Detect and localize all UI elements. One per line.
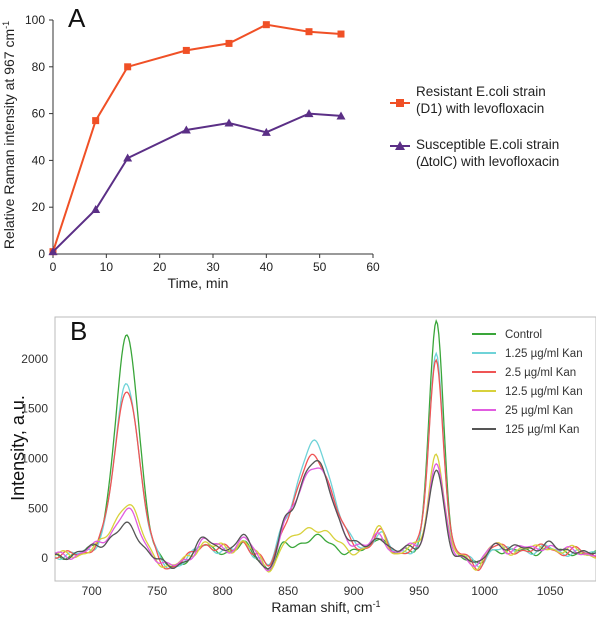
y-tick-label: 500 [28,501,48,515]
chart-a-y-ticks: 0 20 40 60 80 100 [25,13,53,261]
y-tick-label: 60 [32,107,46,121]
x-tick-label: 20 [153,260,167,274]
data-point [48,247,58,256]
x-tick-label: 950 [409,584,429,598]
x-tick-label: 40 [260,260,274,274]
data-point [305,28,313,36]
legend-label: 25 µg/ml Kan [505,405,573,417]
data-point [123,153,133,162]
legend-label: 2.5 µg/ml Kan [505,367,576,379]
data-point [182,46,190,54]
y-tick-label: 1500 [21,402,48,416]
panel-label-a: A [68,3,86,33]
legend-item: Control [472,329,542,341]
chart-a-legend: Resistant E.coli strain (D1) with levofl… [390,84,559,169]
legend-label: 1.25 µg/ml Kan [505,348,583,360]
legend-susceptible-line-2: (∆tolC) with levofloxacin [416,154,559,169]
chart-b-x-label-text: Raman shift, cm [271,599,372,615]
data-point [91,205,101,214]
chart-a-series [48,21,346,256]
panel-label-b: B [70,316,87,346]
chart-a-y-label-text: Relative Raman intensity at 967 cm [1,29,17,249]
legend-item: 25 µg/ml Kan [472,405,573,417]
x-tick-label: 700 [82,584,102,598]
data-point [261,127,271,136]
legend-marker-resistant [396,99,404,107]
data-point [304,109,314,118]
x-tick-label: 60 [366,260,380,274]
chart-b-legend: Control 1.25 µg/ml Kan 2.5 µg/ml Kan 12.5 µ… [472,329,583,436]
y-tick-label: 80 [32,60,46,74]
series-line-1 [52,112,342,253]
legend-item: 1.25 µg/ml Kan [472,348,583,360]
x-tick-label: 850 [278,584,298,598]
chart-a-y-label: Relative Raman intensity at 967 cm-1 [1,21,17,249]
chart-b-x-ticks: 700 750 800 850 900 950 1000 1050 [82,584,564,598]
chart-a: A 0 10 20 30 40 50 60 0 20 40 60 80 100 Time, min R… [1,3,559,291]
y-tick-label: 2000 [21,352,48,366]
data-point [92,117,100,125]
spectrum-line-3 [54,453,596,573]
legend-resistant-line-2: (D1) with levofloxacin [416,101,544,116]
chart-b-x-label-sup: -1 [373,599,381,609]
chart-b: B 700 750 800 850 900 950 1000 1050 0 500 1000 150… [8,316,596,615]
data-point [337,30,345,38]
legend-label: 125 µg/ml Kan [505,424,579,436]
y-tick-label: 100 [25,13,45,27]
x-tick-label: 900 [344,584,364,598]
chart-b-y-ticks: 0 500 1000 1500 2000 [21,352,48,565]
chart-b-plot-area [54,316,596,582]
data-point [225,39,233,47]
chart-b-x-label: Raman shift, cm-1 [271,599,380,615]
y-tick-label: 0 [38,247,45,261]
legend-item: 12.5 µg/ml Kan [472,386,583,398]
data-point [224,118,234,127]
legend-resistant-line-1: Resistant E.coli strain [416,84,546,99]
legend-susceptible-line-1: Susceptible E.coli strain [416,137,559,152]
series-line-0 [52,23,342,253]
chart-b-series [54,319,596,573]
y-tick-label: 1000 [21,451,48,465]
data-point [124,63,132,71]
x-tick-label: 1050 [537,584,564,598]
legend-marker-susceptible [395,141,405,150]
x-tick-label: 30 [206,260,220,274]
spectrum-line-0 [54,319,596,571]
x-tick-label: 1000 [471,584,498,598]
x-tick-label: 10 [100,260,114,274]
y-tick-label: 20 [32,200,46,214]
y-tick-label: 0 [41,551,48,565]
x-tick-label: 50 [313,260,327,274]
legend-item: 2.5 µg/ml Kan [472,367,576,379]
legend-item-susceptible: Susceptible E.coli strain (∆tolC) with l… [390,137,559,169]
x-tick-label: 800 [213,584,233,598]
chart-b-y-label: Intensity, a.u. [8,395,28,501]
data-point [336,111,346,120]
spectrum-line-5 [54,459,596,570]
y-tick-label: 40 [32,153,46,167]
x-tick-label: 0 [50,260,57,274]
legend-item: 125 µg/ml Kan [472,424,579,436]
chart-a-y-label-sup: -1 [1,21,11,29]
legend-label: 12.5 µg/ml Kan [505,386,583,398]
data-point [181,125,191,134]
chart-a-x-label: Time, min [168,275,229,291]
x-tick-label: 750 [147,584,167,598]
legend-item-resistant: Resistant E.coli strain (D1) with levofl… [390,84,546,116]
data-point [262,21,270,29]
legend-label: Control [505,329,542,341]
chart-a-x-ticks: 0 10 20 30 40 50 60 [50,254,380,274]
